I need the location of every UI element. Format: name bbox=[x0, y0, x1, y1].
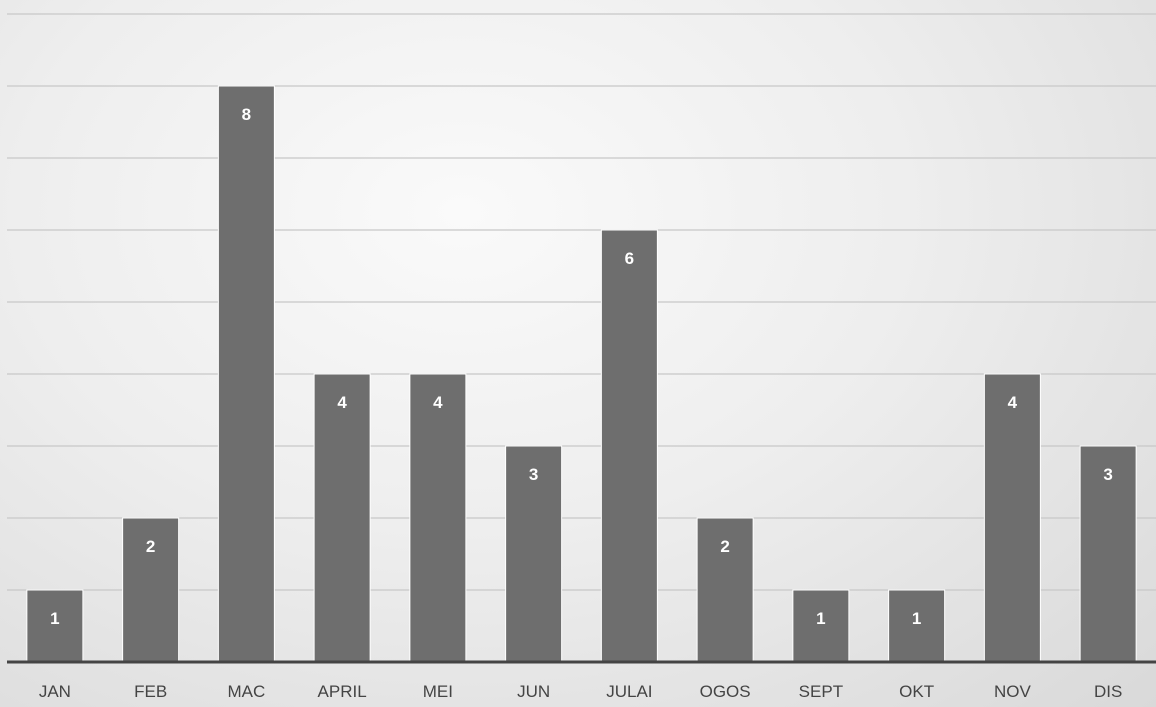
data-label-jan: 1 bbox=[50, 609, 59, 628]
bar-april bbox=[313, 373, 371, 663]
data-label-julai: 6 bbox=[625, 249, 634, 268]
bar-jan bbox=[26, 589, 84, 663]
x-tick-label-april: APRIL bbox=[318, 682, 367, 701]
bar-sept bbox=[792, 589, 850, 663]
bar-nov bbox=[983, 373, 1041, 663]
data-label-mei: 4 bbox=[433, 393, 443, 412]
x-tick-label-jun: JUN bbox=[517, 682, 550, 701]
data-label-ogos: 2 bbox=[720, 537, 729, 556]
data-label-dis: 3 bbox=[1103, 465, 1112, 484]
data-label-okt: 1 bbox=[912, 609, 921, 628]
data-label-nov: 4 bbox=[1008, 393, 1018, 412]
x-tick-label-nov: NOV bbox=[994, 682, 1032, 701]
data-label-sept: 1 bbox=[816, 609, 825, 628]
bar-jun bbox=[505, 445, 563, 663]
data-label-feb: 2 bbox=[146, 537, 155, 556]
x-tick-label-okt: OKT bbox=[899, 682, 934, 701]
bar-ogos bbox=[696, 517, 754, 663]
gridlines bbox=[7, 13, 1156, 591]
x-tick-label-julai: JULAI bbox=[606, 682, 652, 701]
data-label-jun: 3 bbox=[529, 465, 538, 484]
x-tick-label-mei: MEI bbox=[423, 682, 453, 701]
x-tick-label-mac: MAC bbox=[227, 682, 265, 701]
bar-julai bbox=[600, 229, 658, 663]
x-tick-label-jan: JAN bbox=[39, 682, 71, 701]
data-label-mac: 8 bbox=[242, 105, 251, 124]
x-tick-label-dis: DIS bbox=[1094, 682, 1122, 701]
bar-mei bbox=[409, 373, 467, 663]
x-tick-label-sept: SEPT bbox=[799, 682, 843, 701]
bar-okt bbox=[888, 589, 946, 663]
bars bbox=[26, 85, 1137, 663]
bar-dis bbox=[1079, 445, 1137, 663]
x-tick-label-feb: FEB bbox=[134, 682, 167, 701]
x-tick-label-ogos: OGOS bbox=[700, 682, 751, 701]
bar-mac bbox=[217, 85, 275, 663]
data-label-april: 4 bbox=[337, 393, 347, 412]
x-axis-tick-labels: JAN FEB MAC APRIL MEI JUN JULAI OGOS SEPT OKT NOV D… bbox=[39, 682, 1122, 701]
